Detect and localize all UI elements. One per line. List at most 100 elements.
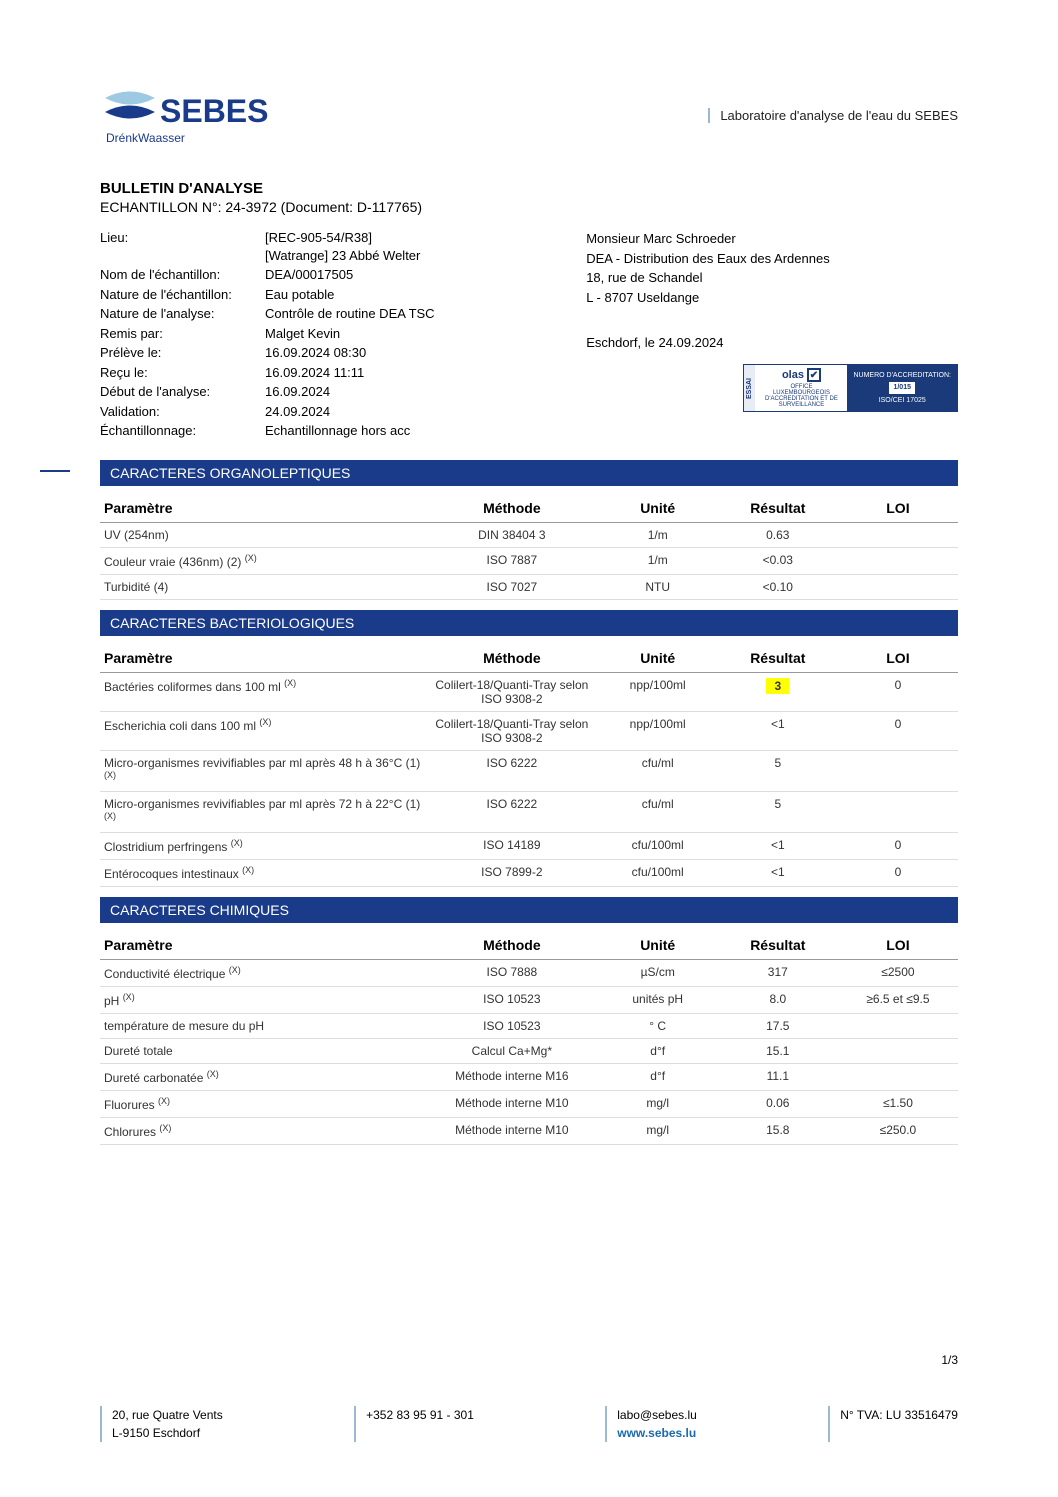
table-row: UV (254nm)DIN 38404 31/m0.63 xyxy=(100,523,958,548)
table-row: Couleur vraie (436nm) (2) (X)ISO 78871/m… xyxy=(100,548,958,575)
col-header-result: Résultat xyxy=(718,929,838,960)
cell-param: Entérocoques intestinaux (X) xyxy=(100,860,426,887)
cell-method: ISO 7888 xyxy=(426,960,598,987)
col-header-loi: LOI xyxy=(838,492,958,523)
echant-label: Échantillonnage: xyxy=(100,422,265,440)
footer-addr1: 20, rue Quatre Vents xyxy=(112,1408,223,1422)
col-header-param: Paramètre xyxy=(100,642,426,673)
table-row: Micro-organismes revivifiables par ml ap… xyxy=(100,792,958,833)
cell-unit: d°f xyxy=(598,1039,718,1064)
footer-phone: +352 83 95 91 - 301 xyxy=(354,1406,474,1442)
cell-result: 15.1 xyxy=(718,1039,838,1064)
cell-result: <1 xyxy=(718,712,838,751)
accreditation-badge: ESSAI olas ✔ OFFICE LUXEMBOURGEOIS D'ACC… xyxy=(743,364,958,412)
cell-loi xyxy=(838,751,958,792)
nom-value: DEA/00017505 xyxy=(265,266,546,284)
cell-result: <0.03 xyxy=(718,548,838,575)
table-row: Conductivité électrique (X)ISO 7888µS/cm… xyxy=(100,960,958,987)
col-header-unit: Unité xyxy=(598,492,718,523)
col-header-result: Résultat xyxy=(718,642,838,673)
cell-param: Dureté totale xyxy=(100,1039,426,1064)
footer-email: labo@sebes.lu xyxy=(617,1408,697,1422)
col-header-method: Méthode xyxy=(426,492,598,523)
cell-loi: 0 xyxy=(838,712,958,751)
bulletin-subtitle: ECHANTILLON N°: 24-3972 (Document: D-117… xyxy=(100,199,958,215)
superscript: (X) xyxy=(104,770,116,780)
brand-text: SEBES xyxy=(160,93,268,129)
valid-label: Validation: xyxy=(100,403,265,421)
brand-sub: DrénkWaasser xyxy=(106,131,185,145)
nature-ana-label: Nature de l'analyse: xyxy=(100,305,265,323)
cell-result: 5 xyxy=(718,751,838,792)
footer-address: 20, rue Quatre Vents L-9150 Eschdorf xyxy=(100,1406,223,1442)
cell-unit: cfu/ml xyxy=(598,792,718,833)
cell-result: 17.5 xyxy=(718,1014,838,1039)
table-row: Turbidité (4)ISO 7027NTU<0.10 xyxy=(100,575,958,600)
table-row: Dureté totaleCalcul Ca+Mg*d°f15.1 xyxy=(100,1039,958,1064)
cell-loi xyxy=(838,575,958,600)
cell-loi: ≤250.0 xyxy=(838,1118,958,1145)
debut-label: Début de l'analyse: xyxy=(100,383,265,401)
recu-label: Reçu le: xyxy=(100,364,265,382)
cell-result: <0.10 xyxy=(718,575,838,600)
section-title: CARACTERES BACTERIOLOGIQUES xyxy=(100,610,958,636)
cell-unit: 1/m xyxy=(598,548,718,575)
footer-tva: N° TVA: LU 33516479 xyxy=(828,1406,958,1442)
cell-unit: NTU xyxy=(598,575,718,600)
accred-olas: olas xyxy=(782,369,804,381)
info-grid: Lieu:[REC-905-54/R38][Watrange] 23 Abbé … xyxy=(100,229,958,442)
cell-unit: µS/cm xyxy=(598,960,718,987)
table-row: Chlorures (X)Méthode interne M10mg/l15.8… xyxy=(100,1118,958,1145)
table-row: température de mesure du pHISO 10523° C1… xyxy=(100,1014,958,1039)
cell-param: Dureté carbonatée (X) xyxy=(100,1064,426,1091)
cell-param: Conductivité électrique (X) xyxy=(100,960,426,987)
table-row: Clostridium perfringens (X)ISO 14189cfu/… xyxy=(100,833,958,860)
cell-unit: cfu/100ml xyxy=(598,833,718,860)
accred-essai: ESSAI xyxy=(744,365,755,411)
nature-ech-label: Nature de l'échantillon: xyxy=(100,286,265,304)
highlighted-result: 3 xyxy=(766,678,789,694)
accred-r1: NUMERO D'ACCREDITATION: xyxy=(853,371,951,380)
cell-loi: ≤1.50 xyxy=(838,1091,958,1118)
footer-web[interactable]: www.sebes.lu xyxy=(617,1426,696,1440)
col-header-unit: Unité xyxy=(598,642,718,673)
cell-param: UV (254nm) xyxy=(100,523,426,548)
echant-value: Echantillonnage hors acc xyxy=(265,422,546,440)
superscript: (X) xyxy=(104,811,116,821)
recipient: Monsieur Marc Schroeder DEA - Distributi… xyxy=(586,229,958,307)
preleve-label: Prélève le: xyxy=(100,344,265,362)
cell-result: <1 xyxy=(718,860,838,887)
cell-result: 3 xyxy=(718,673,838,712)
cell-loi: ≥6.5 et ≤9.5 xyxy=(838,987,958,1014)
cell-loi xyxy=(838,1064,958,1091)
table-row: Bactéries coliformes dans 100 ml (X)Coli… xyxy=(100,673,958,712)
recipient-line1: Monsieur Marc Schroeder xyxy=(586,229,958,249)
valid-value: 24.09.2024 xyxy=(265,403,546,421)
cell-result: 317 xyxy=(718,960,838,987)
cell-unit: cfu/100ml xyxy=(598,860,718,887)
lieu-value2: [Watrange] 23 Abbé Welter xyxy=(265,248,420,263)
cell-loi xyxy=(838,1039,958,1064)
superscript: (X) xyxy=(259,717,271,727)
footer-addr2: L-9150 Eschdorf xyxy=(112,1426,200,1440)
cell-loi: 0 xyxy=(838,673,958,712)
lab-label: Laboratoire d'analyse de l'eau du SEBES xyxy=(708,108,958,123)
cell-method: Calcul Ca+Mg* xyxy=(426,1039,598,1064)
cell-param: Turbidité (4) xyxy=(100,575,426,600)
cell-result: <1 xyxy=(718,833,838,860)
cell-method: Méthode interne M10 xyxy=(426,1118,598,1145)
cell-param: Micro-organismes revivifiables par ml ap… xyxy=(100,792,426,833)
cell-result: 0.06 xyxy=(718,1091,838,1118)
table-row: Escherichia coli dans 100 ml (X)Colilert… xyxy=(100,712,958,751)
fold-mark xyxy=(40,470,70,472)
col-header-method: Méthode xyxy=(426,929,598,960)
nature-ech-value: Eau potable xyxy=(265,286,546,304)
accred-right: NUMERO D'ACCREDITATION: 1/015 ISO/CEI 17… xyxy=(847,365,957,411)
cell-unit: mg/l xyxy=(598,1118,718,1145)
table-row: Dureté carbonatée (X)Méthode interne M16… xyxy=(100,1064,958,1091)
data-table: ParamètreMéthodeUnitéRésultatLOIBactérie… xyxy=(100,642,958,887)
col-header-method: Méthode xyxy=(426,642,598,673)
recu-value: 16.09.2024 11:11 xyxy=(265,364,546,382)
cell-param: Chlorures (X) xyxy=(100,1118,426,1145)
cell-unit: cfu/ml xyxy=(598,751,718,792)
